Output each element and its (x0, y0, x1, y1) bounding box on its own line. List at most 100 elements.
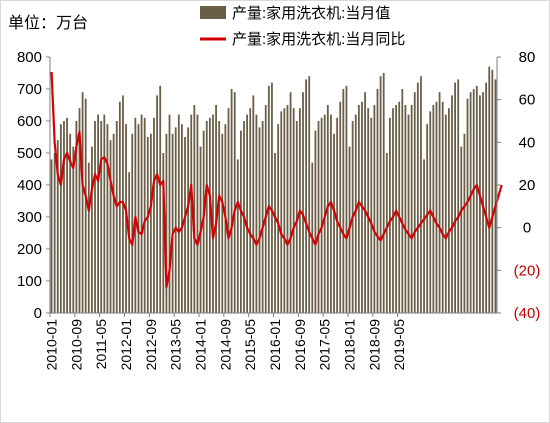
bar (156, 95, 158, 314)
bar (416, 82, 419, 313)
bar (286, 105, 289, 313)
bar (407, 114, 410, 313)
bar (444, 114, 447, 313)
bar (75, 121, 78, 313)
bar (438, 92, 441, 313)
bar (317, 121, 320, 313)
bar (103, 114, 106, 313)
bar (227, 108, 230, 313)
right-tick-label: 80 (519, 49, 536, 66)
bar (53, 153, 56, 313)
bar (379, 76, 382, 313)
bar (271, 82, 273, 313)
bar (289, 92, 292, 313)
left-tick-label: 500 (17, 145, 42, 162)
left-axis: 0 100 200 300 400 500 600 700 800 (17, 49, 50, 322)
bar (423, 159, 425, 313)
bar-series (50, 66, 497, 314)
bar (463, 133, 466, 313)
bar (196, 114, 199, 313)
bar (302, 92, 304, 313)
bar (420, 76, 422, 313)
bar (106, 124, 109, 313)
bar (354, 114, 357, 313)
bar (435, 101, 438, 313)
bar (292, 108, 295, 313)
bar (146, 137, 149, 313)
right-axis: 80 60 40 20 0 (20) (40) (497, 49, 540, 322)
right-tick-label: 20 (519, 177, 536, 194)
bar (112, 133, 115, 313)
bar (94, 121, 96, 313)
bar (115, 121, 118, 313)
x-tick-label: 2012-09 (143, 319, 159, 371)
bar (385, 153, 388, 313)
bar (56, 140, 59, 313)
x-axis: 2010-01 2010-09 2011-05 2012-01 2012-09 2013-… (44, 313, 407, 371)
bar (236, 159, 239, 313)
bar (367, 108, 370, 313)
bar (357, 105, 360, 313)
left-tick-label: 700 (17, 81, 42, 98)
bar (97, 114, 100, 313)
bar (454, 82, 456, 313)
left-tick-label: 600 (17, 113, 42, 130)
bar (392, 108, 394, 313)
bar (373, 105, 376, 313)
bar (404, 105, 407, 313)
bar (69, 133, 72, 313)
left-tick-label: 300 (17, 209, 42, 226)
bar (240, 130, 242, 313)
bar (460, 146, 463, 313)
x-tick-label: 2014-09 (217, 319, 233, 371)
bar (364, 92, 366, 313)
bar (109, 140, 112, 313)
x-tick-label: 2012-01 (118, 319, 134, 371)
x-tick-label: 2014-01 (193, 319, 209, 371)
bar (252, 95, 255, 314)
bar (370, 117, 373, 313)
right-tick-label: 40 (519, 134, 536, 151)
bar (215, 105, 217, 313)
bar (488, 66, 491, 313)
bar (91, 146, 93, 313)
bar (149, 133, 152, 313)
bar (255, 114, 258, 313)
bar (221, 133, 224, 313)
right-tick-label: 60 (519, 92, 536, 109)
bar (339, 101, 342, 313)
x-tick-label: 2010-01 (44, 319, 60, 371)
bar (72, 146, 75, 313)
bar (320, 117, 323, 313)
bar (451, 95, 453, 314)
bar (66, 117, 68, 313)
line-series-group (50, 71, 503, 289)
bar (159, 85, 162, 313)
bar (342, 89, 345, 313)
x-tick-label: 2019-05 (391, 319, 407, 371)
bar (376, 89, 379, 313)
bar (401, 89, 404, 313)
bar (336, 117, 339, 313)
bar (485, 82, 488, 313)
bar (277, 124, 280, 313)
bar (295, 121, 298, 313)
bar (233, 92, 236, 313)
legend-bar-label: 产量:家用洗衣机:当月值 (232, 5, 390, 22)
bar (413, 92, 416, 313)
bar (382, 73, 385, 313)
bar (469, 92, 472, 313)
bar (177, 114, 180, 313)
bar (59, 124, 62, 313)
bar (137, 124, 140, 313)
bar (78, 108, 81, 313)
left-tick-label: 100 (17, 273, 42, 290)
bar (131, 133, 134, 313)
bar (171, 133, 174, 313)
bar (128, 172, 131, 313)
bar (389, 117, 391, 313)
bar (143, 117, 146, 313)
x-tick-label: 2017-05 (317, 319, 333, 371)
bar (395, 105, 398, 313)
